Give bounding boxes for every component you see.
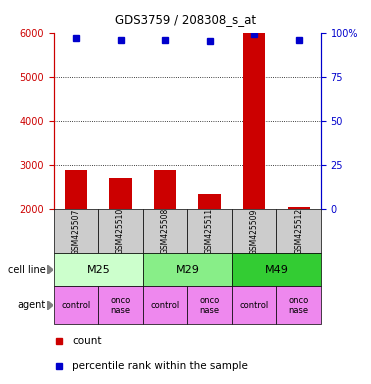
Text: onco
nase: onco nase <box>111 296 131 315</box>
Bar <box>109 179 132 209</box>
Bar <box>143 286 187 324</box>
Bar <box>54 209 98 253</box>
Text: percentile rank within the sample: percentile rank within the sample <box>72 361 248 371</box>
Text: M25: M25 <box>86 265 110 275</box>
Text: control: control <box>151 301 180 310</box>
Text: control: control <box>240 301 269 310</box>
Bar <box>98 286 143 324</box>
Bar <box>143 253 232 286</box>
Text: agent: agent <box>17 300 46 310</box>
Text: onco
nase: onco nase <box>289 296 309 315</box>
Text: GDS3759 / 208308_s_at: GDS3759 / 208308_s_at <box>115 13 256 26</box>
Text: control: control <box>62 301 91 310</box>
Text: M29: M29 <box>175 265 199 275</box>
Bar <box>187 209 232 253</box>
Bar <box>276 209 321 253</box>
Bar <box>98 209 143 253</box>
Text: cell line: cell line <box>8 265 46 275</box>
Text: M49: M49 <box>265 265 288 275</box>
Text: GSM425508: GSM425508 <box>161 208 170 255</box>
Bar <box>232 286 276 324</box>
Text: GSM425510: GSM425510 <box>116 208 125 255</box>
Bar <box>198 194 221 209</box>
Text: onco
nase: onco nase <box>200 296 220 315</box>
Polygon shape <box>47 265 53 274</box>
Bar <box>232 209 276 253</box>
Text: GSM425509: GSM425509 <box>250 208 259 255</box>
Bar <box>143 209 187 253</box>
Bar <box>65 170 87 209</box>
Bar <box>154 170 176 209</box>
Text: GSM425507: GSM425507 <box>72 208 81 255</box>
Polygon shape <box>47 301 53 310</box>
Text: GSM425511: GSM425511 <box>205 208 214 255</box>
Text: GSM425512: GSM425512 <box>294 208 303 255</box>
Bar <box>187 286 232 324</box>
Bar <box>243 33 265 209</box>
Bar <box>54 253 143 286</box>
Bar <box>54 286 98 324</box>
Bar <box>288 207 310 209</box>
Bar <box>276 286 321 324</box>
Bar <box>232 253 321 286</box>
Text: count: count <box>72 336 102 346</box>
